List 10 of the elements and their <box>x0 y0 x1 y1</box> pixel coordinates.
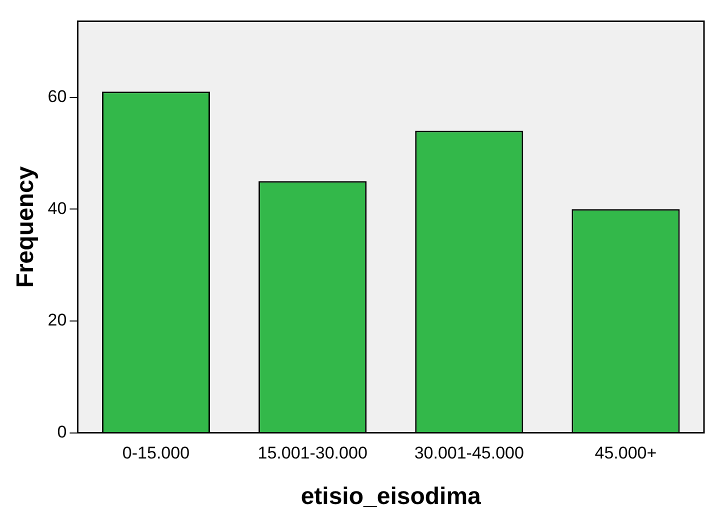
y-tick-label: 0 <box>57 422 67 442</box>
y-tick-label: 40 <box>48 198 67 218</box>
y-tick-label: 60 <box>48 86 67 106</box>
y-tick-label: 20 <box>48 310 67 330</box>
y-axis-title: Frequency <box>12 166 40 288</box>
x-tick-label: 0-15.000 <box>122 444 190 463</box>
x-tick-label: 15.001-30.000 <box>258 444 368 463</box>
x-tick-label: 45.000+ <box>594 444 657 463</box>
x-axis-title: etisio_eisodima <box>300 483 482 510</box>
x-tick-label: 30.001-45.000 <box>414 444 524 463</box>
